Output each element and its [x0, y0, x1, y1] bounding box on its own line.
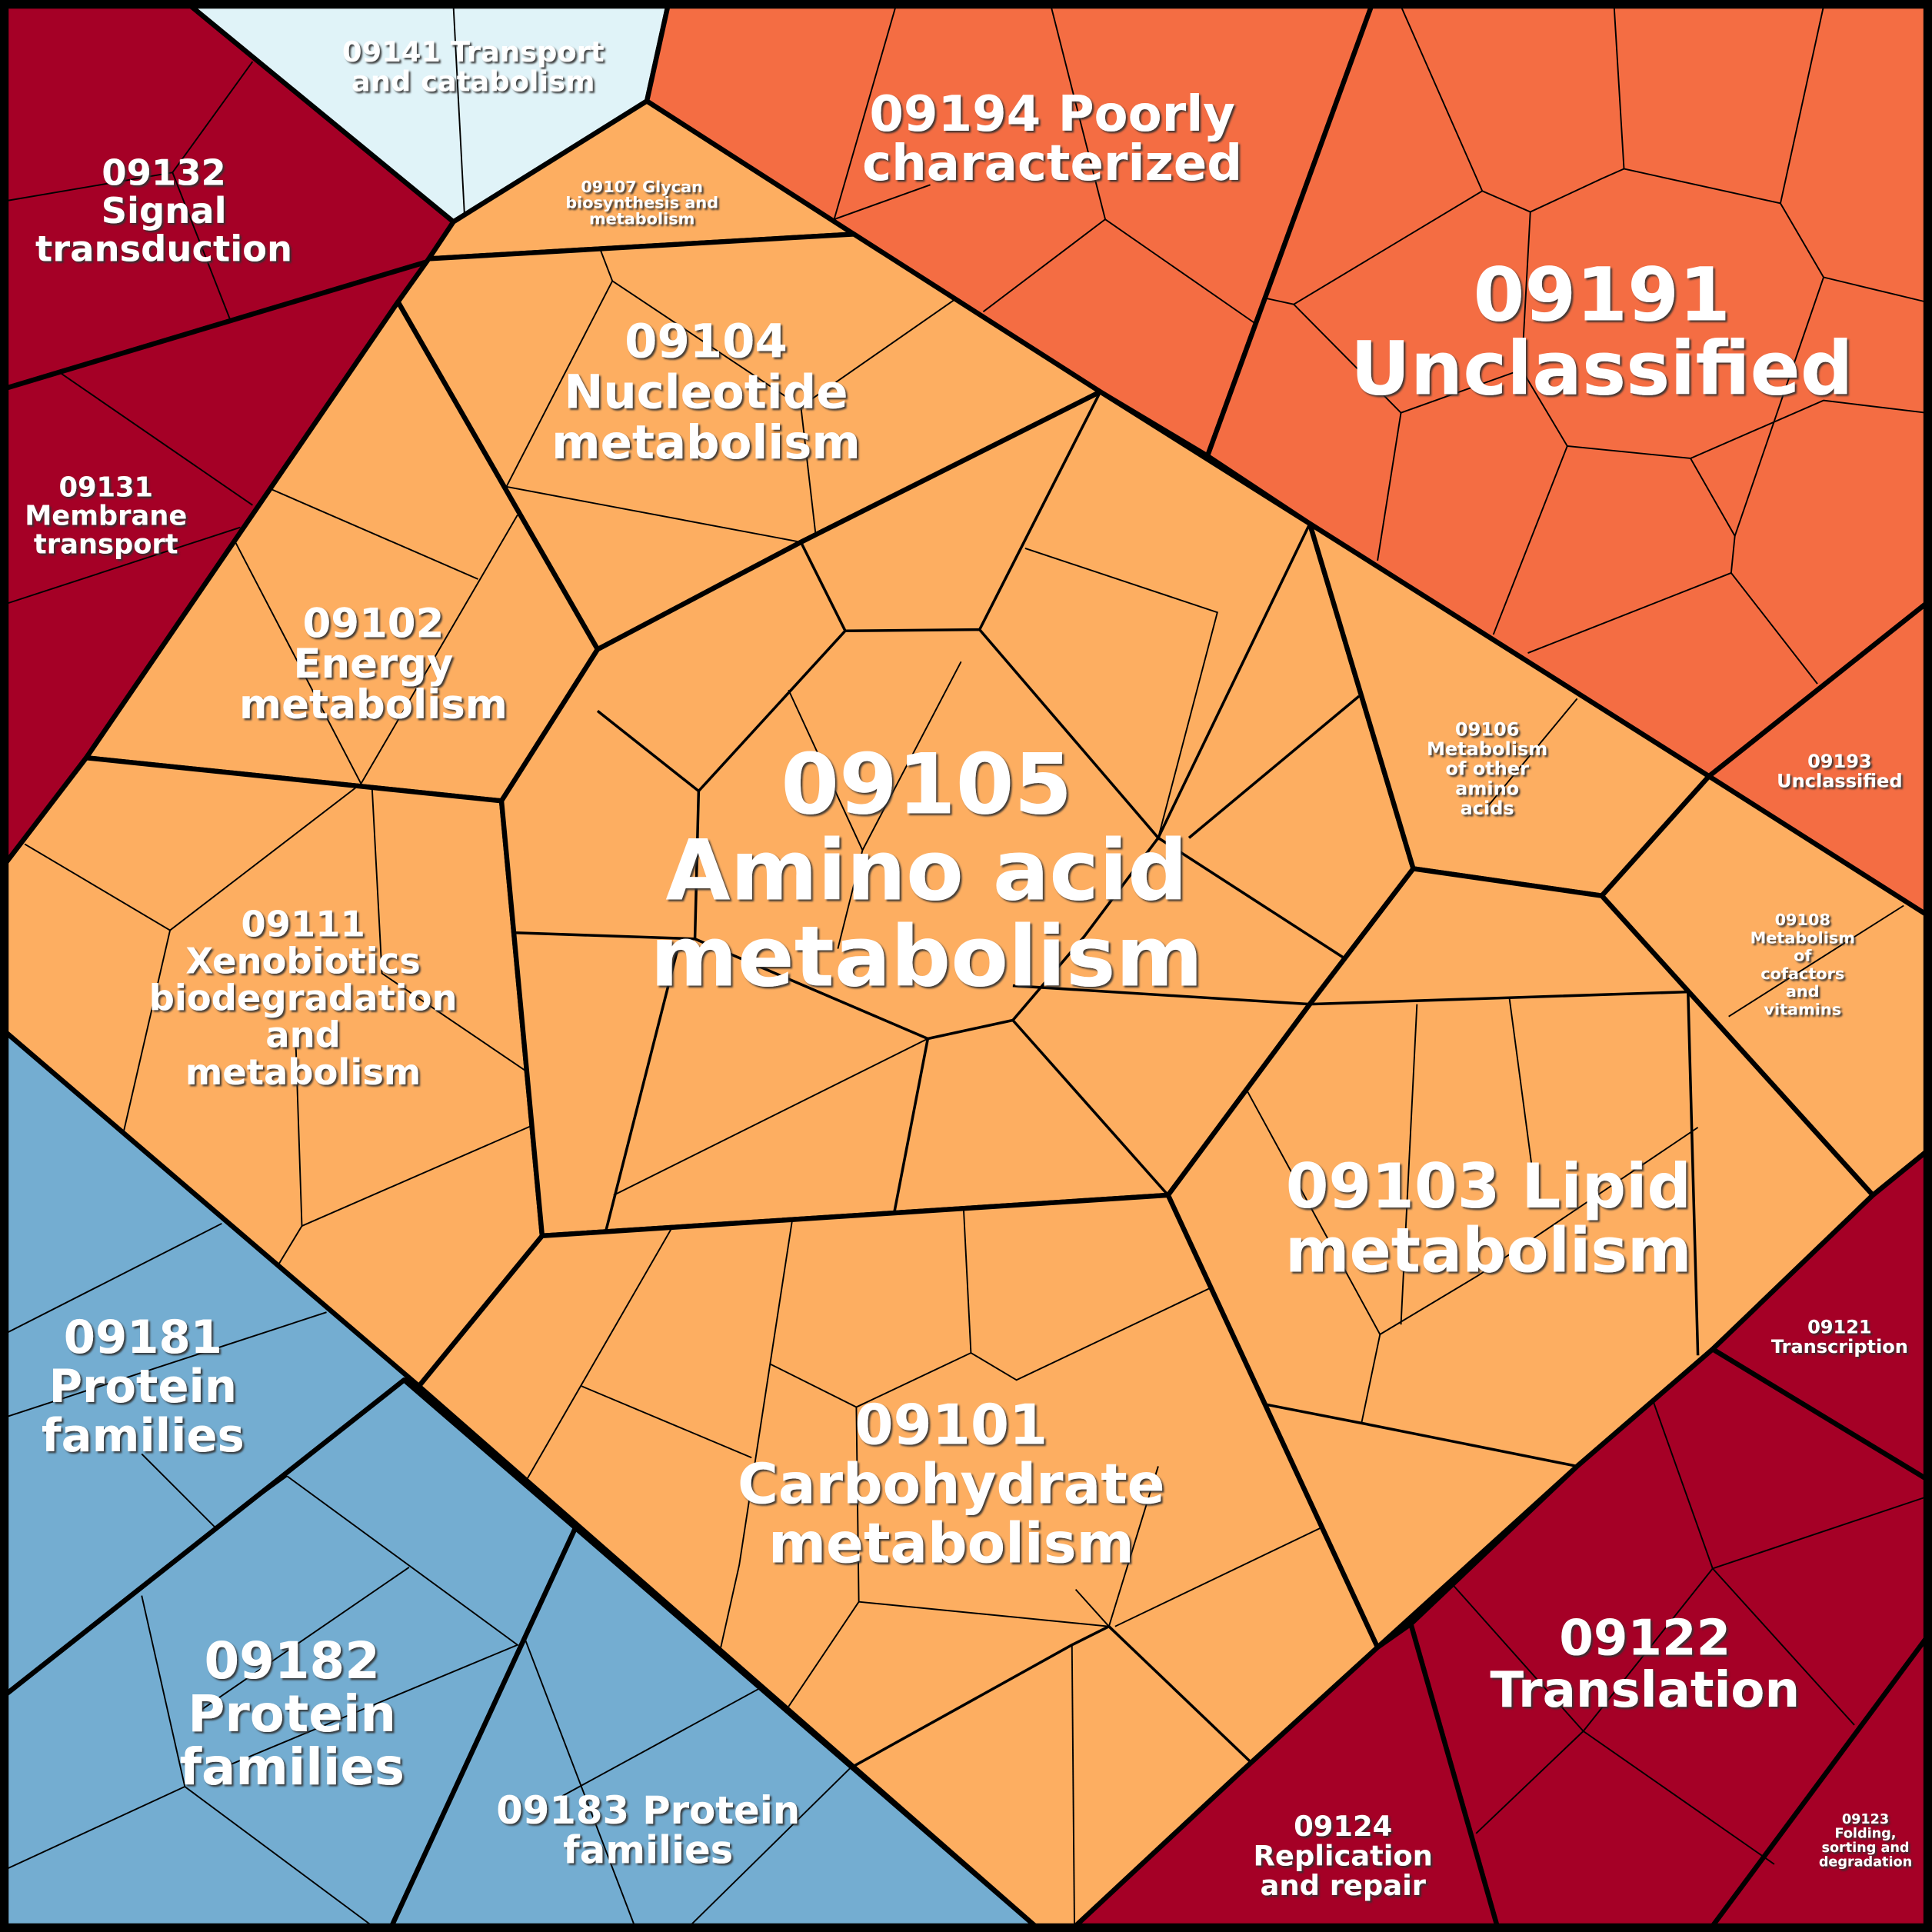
- labels: 09132 Signal transduction 09141 Transport a…: [25, 35, 1912, 1902]
- sub-cell-borders: [5, 5, 1927, 1927]
- label-09121: 09121 Transcription: [1771, 1316, 1908, 1357]
- label-09132: 09132 Signal transduction: [35, 152, 292, 269]
- label-09104: 09104 Nucleotide metabolism: [551, 315, 861, 470]
- label-09102: 09102 Energy metabolism: [239, 600, 508, 728]
- label-09101: 09101 Carbohydrate metabolism: [738, 1394, 1165, 1577]
- label-09107: 09107 Glycan biosynthesis and metabolism: [565, 178, 718, 228]
- label-09182: 09182 Protein families: [179, 1632, 404, 1797]
- label-09123: 09123 Folding, sorting and degradation: [1819, 1812, 1912, 1870]
- label-09194: 09194 Poorly characterized: [862, 86, 1242, 192]
- label-09131: 09131 Membrane transport: [25, 472, 187, 561]
- label-09183: 09183 Protein families: [496, 1788, 800, 1872]
- label-09105: 09105 Amino acid metabolism: [650, 735, 1203, 1005]
- label-09108: 09108 Metabolism of cofactors and vitamins: [1750, 911, 1855, 1018]
- label-09191: 09191 Unclassified: [1351, 252, 1854, 412]
- label-09122: 09122 Translation: [1490, 1611, 1800, 1719]
- label-09181: 09181 Protein families: [42, 1311, 245, 1462]
- label-09124: 09124 Replication and repair: [1254, 1810, 1433, 1902]
- label-09193: 09193 Unclassified: [1777, 751, 1902, 792]
- label-09103: 09103 Lipid metabolism: [1285, 1151, 1692, 1286]
- label-09111: 09111 Xenobiotics biodegradation and metabol…: [149, 904, 458, 1093]
- label-09141: 09141 Transport and catabolism: [342, 35, 605, 98]
- label-09106: 09106 Metabolism of other amino acids: [1427, 718, 1547, 819]
